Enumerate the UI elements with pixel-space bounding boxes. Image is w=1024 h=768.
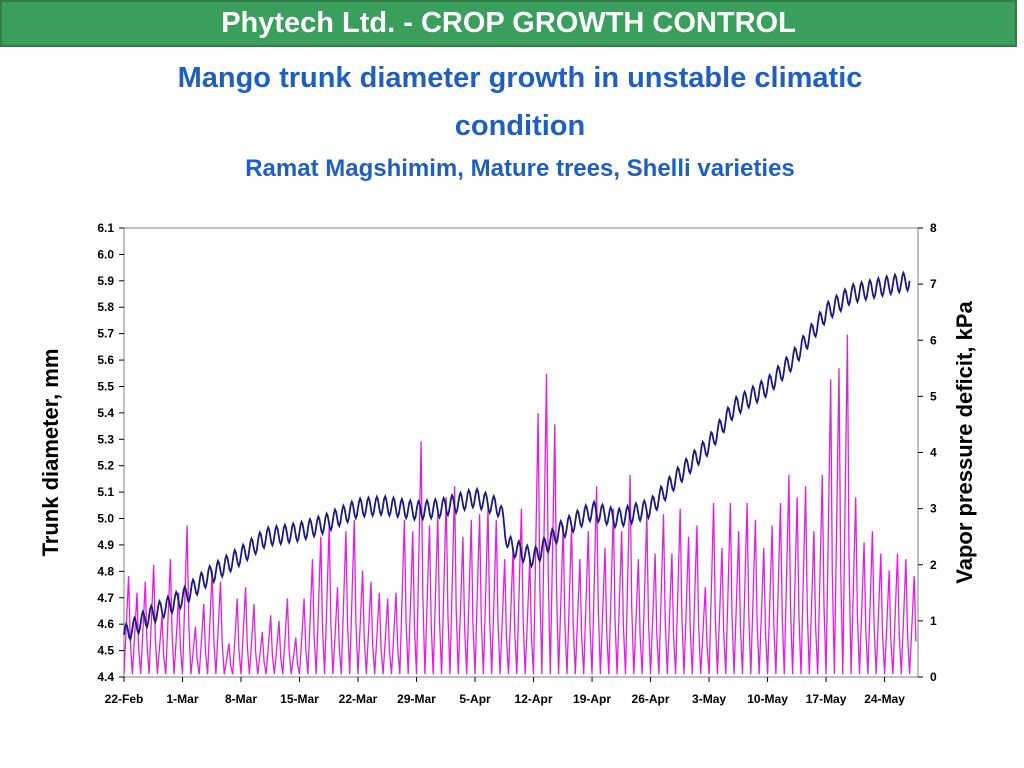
vpd-series-line xyxy=(123,334,917,675)
y-tick-label: 5.8 xyxy=(97,300,114,314)
y-tick-label: 4.6 xyxy=(97,617,114,631)
x-tick-label: 8-Mar xyxy=(225,692,257,706)
y2-axis-label: Vapor pressure deficit, kPa xyxy=(952,301,977,584)
chart-title: Mango trunk diameter growth in unstable … xyxy=(95,54,945,150)
y2-tick-label: 1 xyxy=(930,614,937,628)
x-tick-label: 15-Mar xyxy=(280,692,319,706)
banner-title: Phytech Ltd. - CROP GROWTH CONTROL xyxy=(221,7,796,39)
x-tick-label: 10-May xyxy=(747,692,788,706)
y2-tick-label: 2 xyxy=(930,558,937,572)
y-tick-label: 5.1 xyxy=(97,485,114,499)
diameter-series-line xyxy=(123,270,911,642)
y-tick-label: 4.7 xyxy=(97,591,114,605)
y2-tick-label: 4 xyxy=(930,446,937,460)
x-tick-label: 1-Mar xyxy=(166,692,198,706)
x-tick-label: 22-Feb xyxy=(105,692,144,706)
y-tick-label: 5.3 xyxy=(97,432,114,446)
x-tick-label: 22-Mar xyxy=(339,692,378,706)
y-tick-label: 4.9 xyxy=(97,538,114,552)
y-tick-label: 4.8 xyxy=(97,564,114,578)
plot-area: 4.4 4.5 4.6 4.7 4.8 4.9 5.0 5.1 5.2 5.3 5.4 5.5 5.6 5… xyxy=(38,221,977,706)
y-tick-label: 5.5 xyxy=(97,379,114,393)
chart-subtitle: Ramat Magshimim, Mature trees, Shelli va… xyxy=(245,155,795,182)
x-tick-label: 3-May xyxy=(692,692,726,706)
x-tick-label: 19-Apr xyxy=(573,692,611,706)
y-tick-label: 5.2 xyxy=(97,459,114,473)
y-axis-label: Trunk diameter, mm xyxy=(38,349,63,557)
y-tick-label: 5.6 xyxy=(97,353,114,367)
y-tick-label: 5.4 xyxy=(97,406,114,420)
y2-tick-label: 8 xyxy=(930,221,937,235)
x-tick-label: 12-Apr xyxy=(515,692,553,706)
y-tick-label: 5.0 xyxy=(97,512,114,526)
chart-title-line1: Mango trunk diameter growth in unstable … xyxy=(177,62,863,94)
y-tick-label: 4.4 xyxy=(97,670,114,684)
x-tick-label: 24-May xyxy=(864,692,905,706)
y-tick-label: 5.9 xyxy=(97,274,114,288)
y-tick-label: 6.0 xyxy=(97,247,114,261)
x-tick-label: 29-Mar xyxy=(397,692,436,706)
y-tick-label: 4.5 xyxy=(97,644,114,658)
y2-tick-label: 7 xyxy=(930,277,937,291)
y2-tick-label: 5 xyxy=(930,389,937,403)
y2-tick-label: 6 xyxy=(930,333,937,347)
x-tick-label: 17-May xyxy=(806,692,847,706)
y-tick-label: 5.7 xyxy=(97,327,114,341)
y2-tick-label: 0 xyxy=(930,670,937,684)
y-tick-label: 6.1 xyxy=(97,221,114,235)
chart-title-line2: condition xyxy=(454,110,586,142)
x-tick-label: 26-Apr xyxy=(632,692,670,706)
y2-tick-label: 3 xyxy=(930,502,937,516)
header-banner: Phytech Ltd. - CROP GROWTH CONTROL xyxy=(0,0,1017,47)
x-tick-label: 5-Apr xyxy=(459,692,491,706)
